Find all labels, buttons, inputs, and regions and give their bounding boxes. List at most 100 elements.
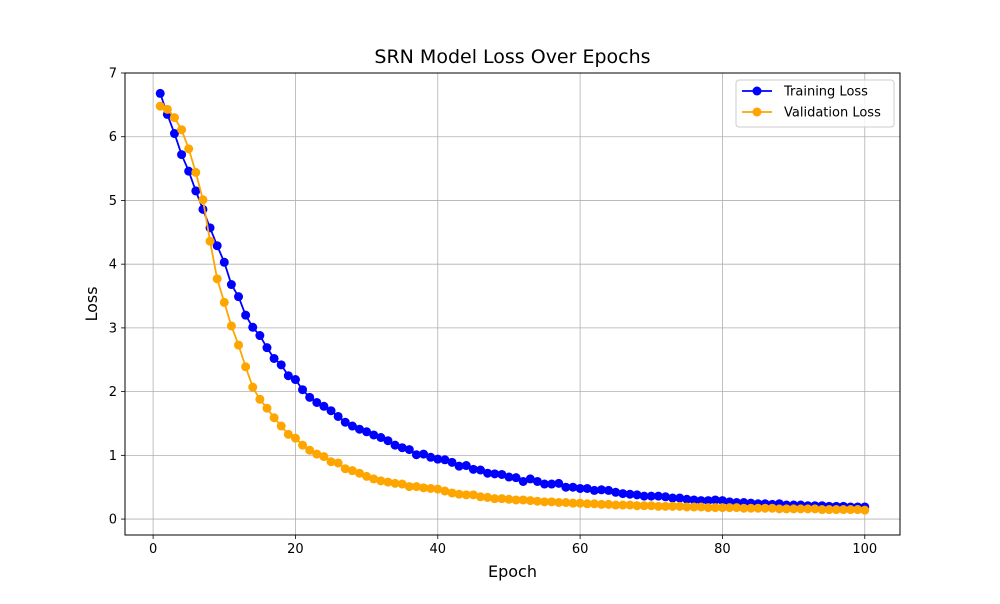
data-point bbox=[326, 457, 336, 467]
data-point bbox=[354, 468, 364, 478]
series-validation-loss bbox=[155, 101, 870, 515]
data-point bbox=[589, 499, 599, 509]
data-point bbox=[497, 469, 507, 479]
data-point bbox=[212, 274, 222, 284]
data-point bbox=[632, 501, 642, 511]
data-point bbox=[376, 433, 386, 442]
data-point bbox=[397, 443, 407, 453]
data-point bbox=[447, 488, 457, 498]
x-tick-label: 0 bbox=[149, 542, 157, 557]
y-tick-label: 0 bbox=[109, 513, 117, 528]
data-point bbox=[661, 501, 671, 511]
data-point bbox=[817, 505, 827, 515]
data-point bbox=[433, 484, 443, 494]
data-point bbox=[475, 492, 485, 502]
data-point bbox=[283, 429, 293, 439]
legend-marker-validation bbox=[752, 107, 762, 117]
data-point bbox=[426, 452, 436, 462]
data-point bbox=[710, 503, 720, 513]
data-point bbox=[454, 489, 464, 499]
data-point bbox=[675, 493, 685, 503]
data-point bbox=[226, 280, 236, 290]
data-point bbox=[226, 321, 236, 331]
data-point bbox=[390, 440, 400, 450]
y-tick-label: 6 bbox=[109, 130, 117, 145]
data-point bbox=[255, 331, 265, 341]
data-point bbox=[668, 493, 678, 503]
data-point bbox=[340, 417, 350, 427]
data-point bbox=[419, 449, 429, 459]
data-point bbox=[440, 486, 450, 496]
data-point bbox=[760, 503, 770, 513]
data-point bbox=[333, 411, 343, 421]
data-point bbox=[184, 144, 194, 154]
data-point bbox=[290, 433, 300, 443]
data-point bbox=[269, 353, 279, 363]
data-point bbox=[184, 166, 194, 176]
y-tick-label: 1 bbox=[109, 449, 117, 464]
data-point bbox=[504, 472, 514, 482]
data-point bbox=[781, 504, 791, 514]
data-point bbox=[468, 464, 478, 474]
data-point bbox=[234, 292, 244, 302]
data-point bbox=[198, 204, 208, 214]
data-point bbox=[717, 503, 727, 513]
data-point bbox=[661, 492, 671, 502]
data-point bbox=[710, 495, 720, 505]
data-point bbox=[347, 421, 357, 431]
data-point bbox=[248, 322, 258, 332]
data-point bbox=[298, 440, 308, 450]
y-axis-label: Loss bbox=[82, 286, 101, 321]
data-point bbox=[461, 490, 471, 500]
data-point bbox=[198, 195, 208, 205]
y-tick-label: 7 bbox=[109, 67, 117, 82]
data-point bbox=[739, 503, 749, 513]
data-point bbox=[525, 496, 535, 506]
data-point bbox=[746, 503, 756, 513]
data-point bbox=[703, 496, 713, 506]
data-point bbox=[283, 371, 293, 381]
data-point bbox=[582, 483, 592, 493]
data-point bbox=[298, 385, 308, 395]
data-point bbox=[483, 492, 493, 502]
data-point bbox=[362, 471, 372, 481]
data-point bbox=[582, 499, 592, 509]
data-point bbox=[369, 474, 379, 484]
data-point bbox=[596, 499, 606, 509]
data-point bbox=[860, 505, 870, 515]
data-point bbox=[611, 487, 621, 497]
data-point bbox=[540, 479, 550, 489]
plot-frame bbox=[124, 72, 901, 536]
data-point bbox=[212, 241, 222, 251]
data-point bbox=[269, 413, 279, 423]
data-point bbox=[540, 497, 550, 507]
data-point bbox=[696, 502, 706, 512]
data-point bbox=[433, 454, 443, 464]
data-point bbox=[312, 449, 322, 459]
data-point bbox=[155, 88, 165, 98]
data-point bbox=[426, 483, 436, 493]
data-point bbox=[646, 501, 656, 511]
legend: Training Loss Validation Loss bbox=[735, 79, 895, 128]
data-point bbox=[248, 382, 258, 392]
data-point bbox=[404, 482, 414, 492]
data-point bbox=[362, 427, 372, 437]
data-point bbox=[639, 501, 649, 511]
data-point bbox=[653, 491, 663, 501]
data-point bbox=[653, 501, 663, 511]
data-point bbox=[611, 500, 621, 510]
data-point bbox=[390, 478, 400, 488]
data-point bbox=[468, 490, 478, 500]
data-point bbox=[846, 505, 856, 515]
y-tick-label: 4 bbox=[109, 258, 117, 273]
data-point bbox=[618, 500, 628, 510]
data-point bbox=[490, 469, 500, 479]
data-point bbox=[447, 457, 457, 467]
data-point bbox=[668, 501, 678, 511]
data-point bbox=[717, 496, 727, 506]
data-point bbox=[340, 464, 350, 474]
data-point bbox=[561, 498, 571, 507]
chart-title: SRN Model Loss Over Epochs bbox=[374, 46, 650, 68]
data-point bbox=[774, 504, 784, 514]
